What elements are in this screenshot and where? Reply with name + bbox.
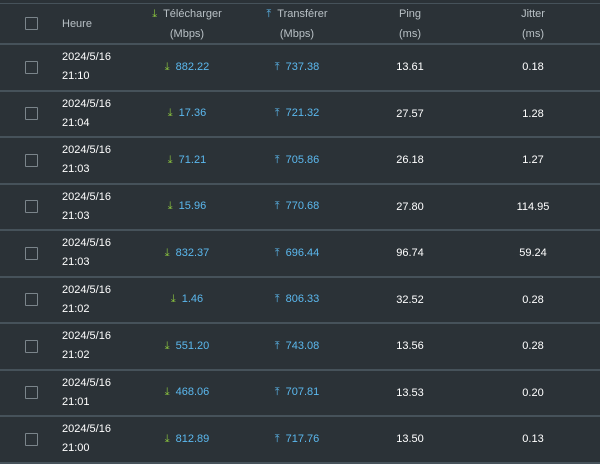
header-download[interactable]: ⤓ Télécharger (Mbps) [152, 7, 222, 40]
upload-arrow-icon: ⤒ [274, 339, 280, 352]
ping-cell: 27.80 [396, 200, 424, 213]
ping-cell: 27.57 [396, 107, 424, 120]
table-body: 2024/5/16 21:10 ⤓ 882.22 ⤒ 737.38 13.61 0.1… [0, 45, 600, 464]
download-cell: ⤓ 812.89 [164, 432, 210, 445]
time-cell: 2024/5/16 21:10 [62, 51, 111, 83]
table-row[interactable]: 2024/5/16 21:10 ⤓ 882.22 ⤒ 737.38 13.61 0.1… [0, 45, 600, 92]
table-header: Heure ⤓ Télécharger (Mbps) ⤒ Transférer (Mbp… [0, 4, 600, 45]
download-cell: ⤓ 15.96 [167, 200, 207, 213]
time-cell: 2024/5/16 21:02 [62, 283, 111, 315]
upload-arrow-icon: ⤒ [274, 432, 280, 445]
download-arrow-icon: ⤓ [167, 153, 173, 166]
download-arrow-icon: ⤓ [152, 7, 158, 20]
upload-cell: ⤒ 806.33 [274, 293, 320, 306]
header-jitter[interactable]: Jitter (ms) [521, 7, 545, 40]
jitter-cell: 0.28 [522, 340, 544, 353]
upload-cell: ⤒ 737.38 [274, 60, 320, 73]
table-row[interactable]: 2024/5/16 21:03 ⤓ 71.21 ⤒ 705.86 26.18 1.27 [0, 138, 600, 185]
jitter-cell: 0.20 [522, 386, 544, 399]
jitter-cell: 1.27 [522, 154, 544, 167]
select-all-checkbox[interactable] [24, 17, 38, 30]
download-cell: ⤓ 551.20 [164, 339, 210, 352]
download-cell: ⤓ 17.36 [167, 107, 207, 120]
ping-cell: 26.18 [396, 154, 424, 167]
ping-cell: 13.61 [396, 61, 424, 74]
ping-cell: 96.74 [396, 247, 424, 260]
download-cell: ⤓ 71.21 [167, 153, 207, 166]
upload-cell: ⤒ 770.68 [274, 200, 320, 213]
table-row[interactable]: 2024/5/16 21:02 ⤓ 1.46 ⤒ 806.33 32.52 0.28 [0, 278, 600, 324]
download-arrow-icon: ⤓ [164, 386, 170, 399]
header-ping[interactable]: Ping (ms) [398, 7, 422, 40]
time-cell: 2024/5/16 21:03 [62, 144, 111, 176]
upload-cell: ⤒ 721.32 [274, 107, 320, 120]
download-cell: ⤓ 468.06 [164, 386, 210, 399]
ping-cell: 13.53 [396, 386, 424, 399]
header-upload[interactable]: ⤒ Transférer (Mbps) [266, 7, 328, 40]
time-cell: 2024/5/16 21:04 [62, 97, 111, 129]
upload-arrow-icon: ⤒ [274, 293, 280, 306]
upload-arrow-icon: ⤒ [274, 107, 280, 120]
row-checkbox[interactable] [24, 339, 38, 353]
table-row[interactable]: 2024/5/16 21:01 ⤓ 468.06 ⤒ 707.81 13.53 0.2… [0, 371, 600, 417]
upload-arrow-icon: ⤒ [274, 60, 280, 73]
upload-cell: ⤒ 707.81 [274, 386, 320, 399]
row-checkbox[interactable] [24, 386, 38, 400]
table-row[interactable]: 2024/5/16 21:02 ⤓ 551.20 ⤒ 743.08 13.56 0.2… [0, 324, 600, 371]
jitter-cell: 0.13 [522, 433, 544, 446]
upload-cell: ⤒ 717.76 [274, 432, 320, 445]
table-top-border [0, 0, 600, 4]
ping-cell: 13.50 [396, 433, 424, 446]
row-checkbox[interactable] [24, 432, 38, 446]
header-time[interactable]: Heure [62, 17, 92, 30]
jitter-cell: 59.24 [519, 247, 547, 260]
download-arrow-icon: ⤓ [167, 107, 173, 120]
jitter-cell: 0.18 [522, 61, 544, 74]
table-row[interactable]: 2024/5/16 21:04 ⤓ 17.36 ⤒ 721.32 27.57 1.28 [0, 92, 600, 138]
upload-cell: ⤒ 696.44 [274, 246, 320, 259]
upload-cell: ⤒ 705.86 [274, 153, 320, 166]
time-cell: 2024/5/16 21:01 [62, 376, 111, 408]
time-cell: 2024/5/16 21:03 [62, 237, 111, 269]
row-checkbox[interactable] [24, 200, 38, 214]
download-arrow-icon: ⤓ [164, 432, 170, 445]
time-cell: 2024/5/16 21:03 [62, 190, 111, 222]
download-arrow-icon: ⤓ [164, 339, 170, 352]
download-cell: ⤓ 832.37 [164, 246, 210, 259]
table-row[interactable]: 2024/5/16 21:03 ⤓ 15.96 ⤒ 770.68 27.80 114.… [0, 185, 600, 231]
jitter-cell: 114.95 [516, 200, 550, 213]
ping-cell: 32.52 [396, 293, 424, 306]
table-row[interactable]: 2024/5/16 21:03 ⤓ 832.37 ⤒ 696.44 96.74 59.… [0, 231, 600, 278]
table-row[interactable]: 2024/5/16 21:00 ⤓ 812.89 ⤒ 717.76 13.50 0.1… [0, 417, 600, 464]
download-cell: ⤓ 1.46 [170, 293, 204, 306]
row-checkbox[interactable] [24, 153, 38, 167]
row-checkbox[interactable] [24, 293, 38, 307]
row-checkbox[interactable] [24, 107, 38, 121]
ping-cell: 13.56 [396, 340, 424, 353]
row-checkbox[interactable] [24, 60, 38, 74]
row-checkbox[interactable] [24, 246, 38, 260]
jitter-cell: 0.28 [522, 293, 544, 306]
upload-arrow-icon: ⤒ [274, 246, 280, 259]
upload-cell: ⤒ 743.08 [274, 339, 320, 352]
download-arrow-icon: ⤓ [164, 60, 170, 73]
download-cell: ⤓ 882.22 [164, 60, 210, 73]
jitter-cell: 1.28 [522, 107, 544, 120]
download-arrow-icon: ⤓ [167, 200, 173, 213]
upload-arrow-icon: ⤒ [266, 7, 272, 20]
download-arrow-icon: ⤓ [170, 293, 176, 306]
upload-arrow-icon: ⤒ [274, 153, 280, 166]
upload-arrow-icon: ⤒ [274, 200, 280, 213]
upload-arrow-icon: ⤒ [274, 386, 280, 399]
download-arrow-icon: ⤓ [164, 246, 170, 259]
time-cell: 2024/5/16 21:02 [62, 330, 111, 362]
